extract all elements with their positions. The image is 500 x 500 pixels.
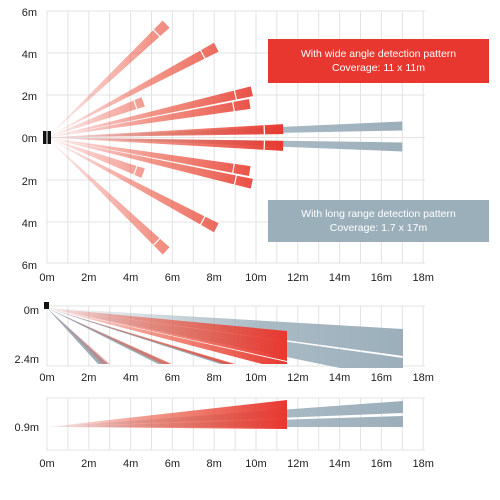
- y-tick-label: 4m: [22, 49, 37, 61]
- long-range-callout-coverage: Coverage: 1.7 x 17m: [329, 222, 428, 234]
- beam-segment-gap: [152, 28, 162, 38]
- side-wide-beam-2: [47, 308, 287, 364]
- wide-angle-beam: [47, 137, 253, 189]
- y-tick-label: 6m: [22, 260, 37, 272]
- y-tick-label: 2m: [22, 176, 37, 188]
- side-view-x-axis: 0m 2m 4m 6m 8m 10m 12m 14m 16m 18m: [39, 372, 434, 384]
- side-wide-beam-4: [47, 308, 172, 364]
- x-tick-label: 12m: [287, 372, 308, 384]
- low-view-x-axis: 0m 2m 4m 6m 8m 10m 12m 14m 16m 18m: [39, 458, 434, 470]
- beam-segment-gap: [199, 214, 207, 227]
- wide-angle-beam: [47, 124, 284, 138]
- low-view-y-axis: 0.9m: [15, 422, 39, 434]
- x-tick-label: 8m: [207, 372, 222, 384]
- y-tick-label: 0m: [22, 133, 37, 145]
- wide-angle-beam: [47, 137, 170, 255]
- x-tick-label: 2m: [81, 372, 96, 384]
- side-view-y-axis: 0m 2.4m: [15, 305, 39, 366]
- wide-angle-callout: With wide angle detection pattern Covera…: [268, 39, 489, 83]
- x-tick-label: 6m: [165, 372, 180, 384]
- wide-angle-beam: [47, 98, 251, 138]
- x-tick-label: 4m: [123, 372, 138, 384]
- wide-angle-beam: [47, 137, 284, 151]
- x-tick-label: 18m: [412, 272, 433, 284]
- x-tick-label: 18m: [412, 372, 433, 384]
- y-tick-label: 2m: [22, 91, 37, 103]
- long-range-callout: With long range detection pattern Covera…: [268, 200, 489, 242]
- y-tick-label: 0m: [24, 305, 39, 317]
- x-tick-label: 0m: [39, 272, 54, 284]
- top-view-x-axis: 0m 2m 4m 6m 8m 10m 12m 14m 16m 18m: [39, 272, 434, 284]
- y-tick-label: 4m: [22, 218, 37, 230]
- long-range-callout-title: With long range detection pattern: [301, 208, 456, 220]
- x-tick-label: 12m: [287, 458, 308, 470]
- side-wide-beam-1: [47, 308, 287, 361]
- beam-segment-gap: [132, 98, 139, 111]
- x-tick-label: 16m: [371, 272, 392, 284]
- x-tick-label: 14m: [329, 372, 350, 384]
- wide-angle-beam: [47, 20, 170, 138]
- low-view-beams: [47, 400, 403, 429]
- side-wide-beam-5: [47, 308, 235, 364]
- beam-segment-gap: [231, 100, 236, 113]
- wide-angle-callout-title: With wide angle detection pattern: [300, 48, 457, 60]
- long-range-beam: [47, 137, 403, 152]
- x-tick-label: 4m: [123, 272, 138, 284]
- beam-segment-gap: [233, 89, 238, 101]
- side-view-beams: [47, 308, 403, 368]
- x-tick-label: 2m: [81, 458, 96, 470]
- beam-segment-gap: [233, 174, 238, 186]
- wide-angle-beam: [47, 137, 251, 177]
- x-tick-label: 8m: [207, 272, 222, 284]
- x-tick-label: 4m: [123, 458, 138, 470]
- x-tick-label: 16m: [371, 372, 392, 384]
- top-view-wide-angle-beams: [47, 20, 284, 255]
- wide-angle-beam: [47, 42, 219, 138]
- beam-segment-gap: [152, 237, 162, 247]
- x-tick-label: 16m: [371, 458, 392, 470]
- x-tick-label: 8m: [207, 458, 222, 470]
- y-tick-label: 6m: [22, 7, 37, 19]
- x-tick-label: 14m: [329, 458, 350, 470]
- low-wide-beam: [47, 400, 287, 429]
- x-tick-label: 14m: [329, 272, 350, 284]
- x-tick-label: 12m: [287, 272, 308, 284]
- x-tick-label: 6m: [165, 458, 180, 470]
- x-tick-label: 6m: [165, 272, 180, 284]
- side-wide-beam-3: [47, 308, 110, 364]
- x-tick-label: 2m: [81, 272, 96, 284]
- x-tick-label: 10m: [245, 458, 266, 470]
- y-tick-label: 0.9m: [15, 422, 39, 434]
- x-tick-label: 10m: [245, 372, 266, 384]
- x-tick-label: 18m: [412, 458, 433, 470]
- top-view-y-axis: 6m 4m 2m 0m 2m 4m 6m: [22, 7, 37, 272]
- beam-segment-gap: [231, 162, 236, 175]
- wide-angle-beam: [47, 137, 145, 178]
- beam-segment-gap: [132, 164, 139, 177]
- wide-angle-beam: [47, 86, 253, 138]
- x-tick-label: 0m: [39, 458, 54, 470]
- side-sensor-icon: [44, 302, 49, 309]
- x-tick-label: 10m: [245, 272, 266, 284]
- y-tick-label: 2.4m: [15, 354, 39, 366]
- wide-angle-callout-coverage: Coverage: 11 x 11m: [332, 62, 425, 74]
- wide-angle-beam: [47, 137, 219, 233]
- beam-segment-gap: [199, 48, 207, 61]
- wide-angle-beam: [47, 97, 145, 138]
- x-tick-label: 0m: [39, 372, 54, 384]
